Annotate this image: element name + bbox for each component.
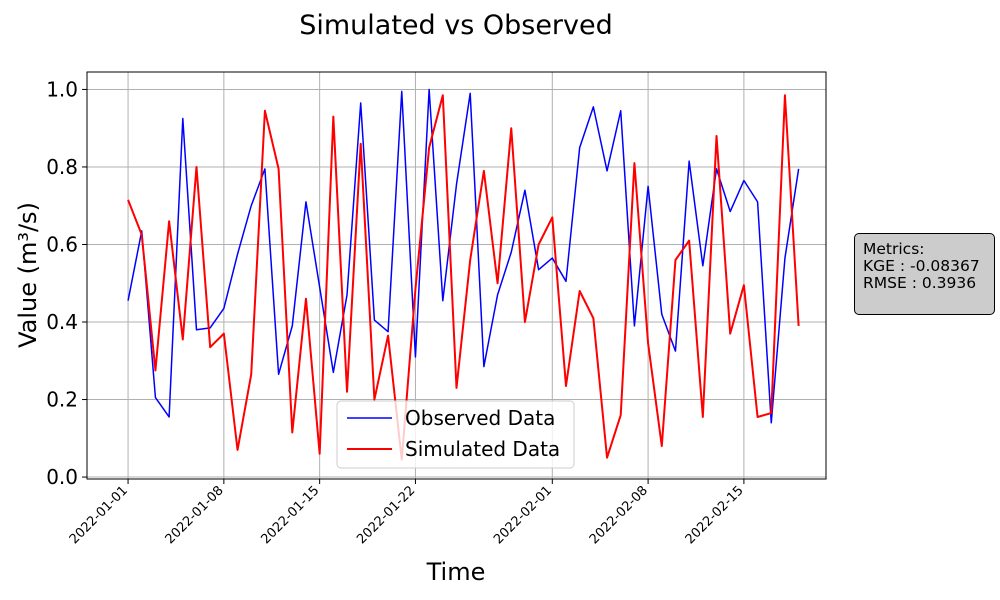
y-tick-label: 1.0 [46, 77, 78, 101]
x-axis-label: Time [426, 558, 486, 586]
x-tick-label: 2022-02-15 [683, 483, 747, 547]
x-tick-label: 2022-01-22 [354, 483, 418, 547]
x-tick-label: 2022-01-15 [258, 483, 322, 547]
x-tick-label: 2022-01-01 [67, 483, 131, 547]
plot-frame [86, 71, 827, 480]
metrics-box: Metrics: KGE : -0.08367 RMSE : 0.3936 [854, 233, 995, 315]
legend-label-observed: Observed Data [405, 406, 555, 430]
y-tick-label: 0.0 [46, 465, 78, 489]
metrics-heading: Metrics: [863, 240, 925, 258]
y-tick-label: 0.6 [46, 232, 78, 256]
legend: Observed Data Simulated Data [336, 400, 575, 469]
y-tick-label: 0.8 [46, 155, 78, 179]
y-axis-label: Value (m³/s) [14, 202, 42, 348]
x-tick-label: 2022-01-08 [163, 483, 227, 547]
x-axis-ticks: 2022-01-01 2022-01-08 2022-01-15 2022-01-22… [67, 479, 747, 547]
metric-rmse: RMSE : 0.3936 [863, 274, 977, 292]
chart-title: Simulated vs Observed [299, 10, 613, 41]
series-lines [127, 88, 800, 461]
legend-label-simulated: Simulated Data [405, 437, 560, 461]
x-tick-label: 2022-02-01 [491, 483, 555, 547]
series-line-simulated-data [127, 94, 800, 461]
legend-box [336, 400, 575, 469]
x-tick-label: 2022-02-08 [587, 483, 651, 547]
y-axis-ticks: 0.0 0.2 0.4 0.6 0.8 1.0 [46, 77, 87, 489]
metric-kge: KGE : -0.08367 [863, 257, 980, 275]
y-tick-label: 0.2 [46, 388, 78, 412]
y-tick-label: 0.4 [46, 310, 78, 334]
series-line-observed-data [127, 88, 800, 424]
